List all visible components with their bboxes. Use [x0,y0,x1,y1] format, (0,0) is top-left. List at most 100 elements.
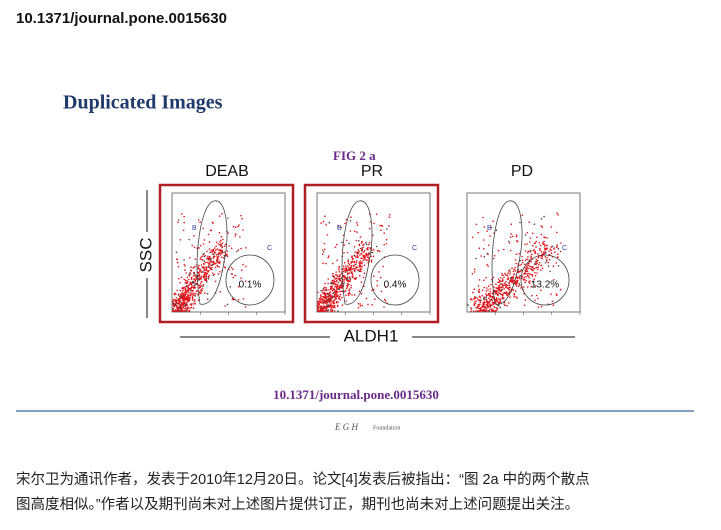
event-dot [481,305,484,308]
event-dot [216,260,218,262]
event-dot [325,224,327,226]
event-dot [317,310,319,312]
event-dot [334,246,337,248]
event-dot [181,287,183,290]
event-dot [207,265,210,268]
event-dot [357,269,360,271]
event-dot [318,300,320,303]
event-dot [477,299,480,301]
event-dot [194,265,196,268]
event-dot [530,257,532,259]
event-dot [540,289,542,292]
event-dot [343,261,346,264]
event-dot [212,260,215,263]
event-dot [326,234,329,236]
event-dot [487,305,490,308]
event-dot [244,306,247,308]
event-dot [345,267,348,269]
event-dot [476,297,479,300]
event-dot [177,293,180,296]
event-dot [353,254,356,257]
event-dot [174,302,176,305]
event-dot [343,281,346,283]
event-dot [500,286,503,289]
doi-header: 10.1371/journal.pone.0015630 [16,10,227,27]
event-dot [492,297,494,299]
event-dot [331,279,334,282]
event-dot [530,273,532,276]
event-dot [533,278,535,281]
event-dot [179,289,182,292]
event-dot [320,298,323,301]
event-dot [225,254,227,256]
event-dot [212,248,215,251]
event-dot [379,276,382,279]
event-dot [385,238,388,241]
event-dot [200,280,203,283]
event-dot [324,215,326,217]
event-dot [536,236,538,239]
event-dot [216,255,218,258]
event-dot [196,293,199,296]
event-dot [332,299,335,302]
event-dot [501,272,503,275]
gate-label: B [192,225,197,232]
event-dot [237,249,240,251]
event-dot [515,234,518,236]
event-dot [546,244,548,247]
event-dot [484,310,487,312]
event-dot [531,280,534,283]
event-dot [197,272,200,274]
event-dot [344,289,347,292]
event-dot [208,248,211,250]
event-dot [471,272,474,275]
event-dot [539,249,541,251]
event-dot [334,283,337,286]
event-dot [202,243,205,245]
event-dot [207,258,209,260]
event-dot [322,299,325,301]
event-dot [185,301,188,304]
event-dot [321,308,324,311]
event-dot [326,305,328,307]
event-dot [174,303,176,306]
event-dot [337,301,339,304]
event-dot [193,246,196,249]
event-dot [245,265,247,268]
event-dot [515,282,517,285]
gate-label: B [487,225,492,232]
event-dot [232,276,235,279]
event-dot [359,260,362,262]
event-dot [341,304,344,306]
event-dot [242,298,245,300]
event-dot [330,300,333,302]
event-dot [515,280,518,283]
event-dot [359,254,361,256]
event-dot [330,302,333,305]
event-dot [345,300,348,302]
event-dot [352,268,355,270]
event-dot [483,303,485,306]
event-dot [218,266,220,268]
event-dot [367,303,369,306]
event-dot [489,298,492,301]
event-dot [335,279,338,282]
event-dot [217,254,219,256]
event-dot [210,229,213,231]
event-dot [187,290,189,292]
event-dot [557,247,560,250]
event-dot [480,255,482,257]
event-dot [365,241,367,244]
event-dot [188,291,190,294]
event-dot [235,233,237,235]
event-dot [189,303,192,306]
event-dot [504,274,507,276]
event-dot [500,293,503,296]
event-dot [489,235,491,237]
event-dot [367,259,369,261]
event-dot [342,267,345,270]
event-dot [353,294,356,296]
event-dot [240,247,242,250]
event-dot [345,239,348,242]
event-dot [483,286,486,289]
